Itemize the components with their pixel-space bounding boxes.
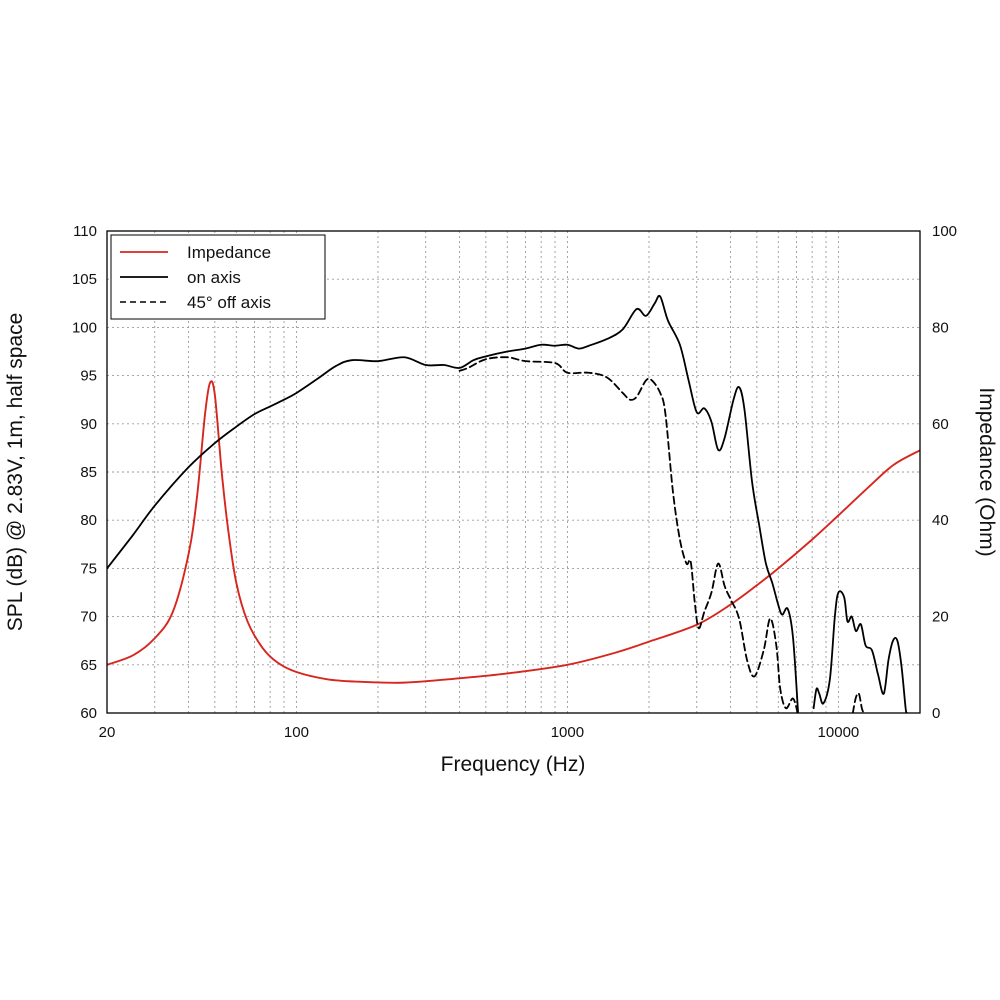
series-line-on-axis-1 (107, 294, 800, 713)
right-y-tick-label: 100 (932, 223, 957, 240)
legend-label-on-axis: on axis (187, 268, 241, 287)
left-y-tick-label: 65 (80, 657, 97, 674)
series-layer (107, 294, 920, 713)
left-y-tick-label: 75 (80, 560, 97, 577)
legend-label-impedance: Impedance (187, 243, 271, 262)
series-line-45-off-axis-3 (458, 356, 799, 713)
series-line-45-off-axis-4 (851, 692, 865, 713)
left-y-tick-label: 90 (80, 416, 97, 433)
series-line-on-axis-2 (812, 590, 908, 713)
left-y-tick-label: 100 (72, 319, 97, 336)
right-y-tick-label: 80 (932, 319, 949, 336)
x-tick-label: 100 (284, 724, 309, 741)
left-y-tick-label: 80 (80, 512, 97, 529)
left-y-axis-title: SPL (dB) @ 2.83V, 1m, half space (4, 313, 27, 632)
tick-labels: 20 100 1000 10000 60 65 70 75 80 85 90 95 100 105 110 0… (72, 223, 957, 741)
left-y-tick-label: 95 (80, 368, 97, 385)
legend: Impedance on axis 45° off axis (110, 234, 326, 320)
right-y-tick-label: 20 (932, 609, 949, 626)
left-y-tick-label: 105 (72, 271, 97, 288)
right-y-tick-label: 60 (932, 416, 949, 433)
right-y-tick-label: 0 (932, 705, 940, 722)
left-y-tick-label: 85 (80, 464, 97, 481)
x-axis-title: Frequency (Hz) (441, 753, 586, 776)
right-y-axis-title: Impedance (Ohm) (975, 387, 998, 556)
plot-frame (106, 230, 921, 714)
right-y-tick-label: 40 (932, 512, 949, 529)
left-y-tick-label: 60 (80, 705, 97, 722)
series-group (107, 294, 920, 713)
x-tick-label: 1000 (551, 724, 584, 741)
legend-label-off-axis: 45° off axis (187, 293, 271, 312)
x-tick-label: 20 (99, 724, 116, 741)
left-y-tick-label: 70 (80, 609, 97, 626)
left-y-tick-label: 110 (73, 223, 97, 240)
x-tick-label: 10000 (818, 724, 860, 741)
